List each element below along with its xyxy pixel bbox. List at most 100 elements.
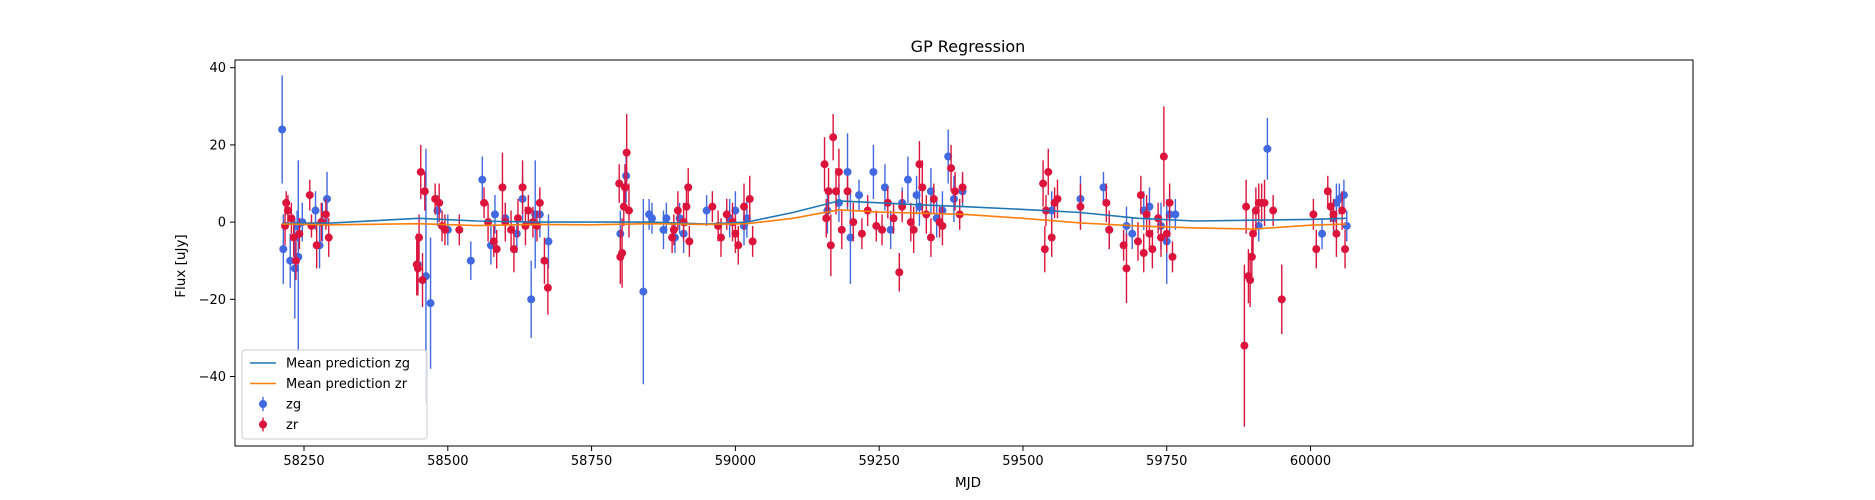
x-tick-label: 59750	[1146, 454, 1187, 469]
zr-data-point	[1148, 245, 1157, 254]
zr-data-point	[1154, 214, 1163, 223]
zg-data-point	[1171, 210, 1180, 219]
zg-data-point	[647, 214, 656, 223]
zr-data-point	[1341, 245, 1350, 254]
zr-data-point	[708, 202, 717, 211]
zr-data-point	[837, 225, 846, 234]
y-tick-label: −20	[199, 293, 226, 308]
zr-data-point	[669, 225, 678, 234]
x-tick-label: 59250	[858, 454, 899, 469]
zr-data-point	[1076, 202, 1085, 211]
zr-data-point	[1323, 187, 1332, 196]
zg-data-point	[1318, 229, 1327, 238]
zg-data-point	[944, 152, 953, 161]
zg-data-point	[279, 245, 288, 254]
zr-data-point	[321, 210, 330, 219]
zr-data-point	[832, 187, 841, 196]
zr-data-point	[440, 225, 449, 234]
zr-data-point	[722, 210, 731, 219]
zr-data-point	[507, 225, 516, 234]
zr-data-point	[1139, 249, 1148, 257]
zr-data-point	[620, 183, 629, 192]
zr-data-point	[740, 202, 749, 211]
zg-data-point	[1099, 183, 1108, 192]
zr-data-point	[1168, 252, 1177, 261]
zr-data-point	[518, 183, 527, 192]
x-axis-title: MJD	[955, 475, 981, 491]
zr-data-point	[435, 198, 444, 207]
y-tick-label: −40	[199, 370, 226, 385]
legend: Mean prediction zg Mean prediction zr zg zr	[241, 349, 428, 440]
zr-data-point	[416, 167, 425, 176]
zr-data-point	[824, 187, 833, 196]
zg-data-point	[731, 206, 740, 215]
zr-data-point	[1332, 229, 1341, 238]
zg-data-point	[527, 295, 536, 304]
zr-data-point	[532, 221, 541, 230]
zr-data-point	[872, 221, 881, 230]
zr-data-point	[1142, 210, 1151, 219]
zr-data-point	[1053, 194, 1062, 203]
zr-data-point	[863, 206, 872, 215]
zr-data-point	[413, 264, 422, 273]
zr-data-point	[857, 229, 866, 238]
y-tick-label: 20	[209, 138, 226, 153]
zr-data-point	[489, 237, 498, 246]
zr-data-point	[622, 148, 631, 157]
zr-data-point	[878, 225, 887, 234]
series-zg	[278, 75, 1351, 404]
zr-data-point	[822, 214, 831, 223]
legend-point-swatch	[259, 420, 267, 429]
zr-data-point	[717, 233, 725, 242]
zr-data-point	[1260, 198, 1269, 207]
zr-data-point	[282, 198, 291, 207]
zr-data-point	[1326, 202, 1335, 211]
zr-data-point	[1242, 202, 1251, 211]
zg-data-point	[290, 264, 299, 273]
zr-data-point	[895, 268, 904, 277]
zr-data-point	[829, 133, 838, 142]
zg-data-point	[949, 194, 958, 203]
legend-label: Mean prediction zg	[286, 357, 410, 372]
zr-data-point	[1309, 210, 1318, 219]
zg-data-point	[478, 175, 487, 184]
zr-data-point	[415, 233, 424, 242]
x-tick-label: 59500	[1002, 454, 1043, 469]
zr-data-point	[418, 276, 427, 285]
zr-data-point	[484, 218, 493, 227]
zr-data-point	[480, 198, 489, 207]
zg-data-point	[843, 167, 852, 176]
zr-data-point	[540, 256, 549, 265]
zg-data-point	[286, 256, 295, 265]
zr-data-point	[673, 206, 682, 215]
zr-data-point	[312, 241, 321, 250]
zr-data-point	[543, 283, 552, 292]
zg-data-point	[659, 225, 668, 234]
zr-data-point	[668, 233, 677, 242]
zr-data-point	[951, 187, 960, 196]
zg-data-point	[912, 191, 921, 200]
zg-data-point	[869, 167, 878, 176]
zr-data-point	[1162, 229, 1171, 238]
zr-data-point	[324, 233, 333, 242]
zr-data-point	[682, 202, 691, 211]
zg-data-point	[1339, 191, 1348, 200]
zr-data-point	[1119, 241, 1128, 250]
zr-data-point	[1338, 206, 1347, 215]
x-tick-label: 60000	[1290, 454, 1331, 469]
zr-data-point	[1251, 206, 1260, 215]
zg-data-point	[323, 194, 332, 203]
plot-area	[278, 75, 1351, 427]
zg-data-point	[1145, 202, 1154, 211]
zr-data-point	[922, 210, 931, 219]
zg-data-point	[926, 187, 935, 196]
zg-data-point	[466, 256, 475, 265]
zr-data-point	[1159, 152, 1168, 161]
y-axis-ticks: −40 −20 0 20 40	[199, 61, 235, 385]
zr-data-point	[1044, 167, 1053, 176]
zr-data-point	[906, 218, 915, 227]
y-tick-label: 0	[218, 216, 226, 231]
zr-data-point	[291, 256, 300, 265]
series-line-mean-prediction-zg	[282, 200, 1347, 225]
